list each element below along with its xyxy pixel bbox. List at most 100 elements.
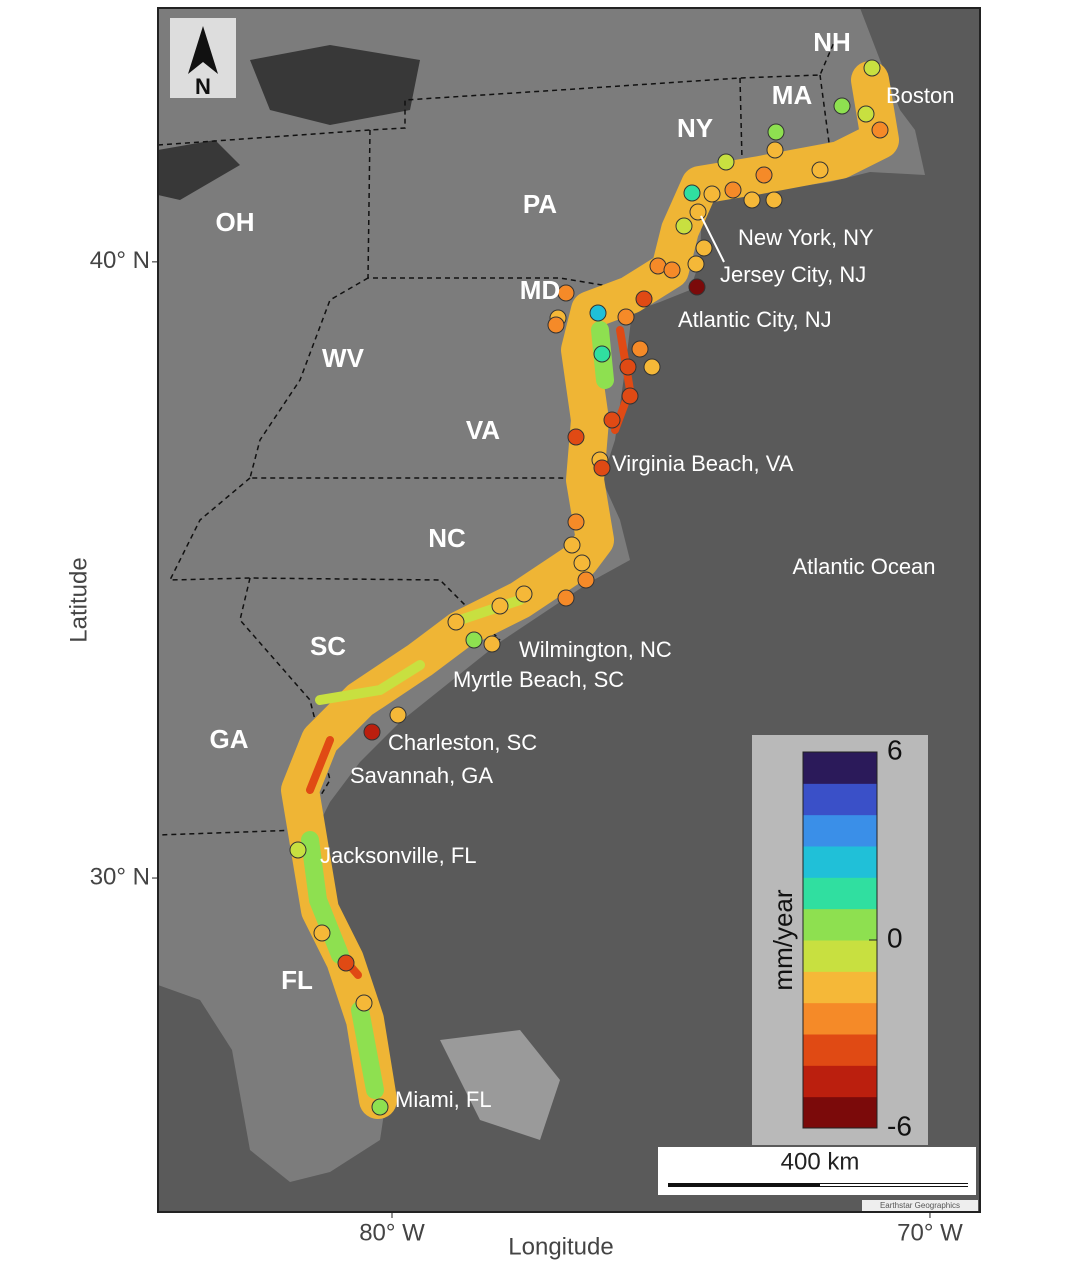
site-marker [767, 123, 785, 141]
site-marker [603, 411, 621, 429]
site-marker [593, 459, 611, 477]
site-marker [355, 994, 373, 1012]
site-marker [557, 589, 575, 607]
colorbar-tick-label: 6 [887, 734, 903, 765]
site-marker [743, 191, 761, 209]
north-arrow [170, 18, 236, 98]
site-marker [703, 185, 721, 203]
colorbar-label: mm/year [768, 889, 798, 990]
site-marker [515, 585, 533, 603]
site-marker [643, 358, 661, 376]
site-marker [289, 841, 307, 859]
site-marker [683, 184, 701, 202]
colorbar-tick-label: -6 [887, 1110, 912, 1141]
state-label: PA [523, 189, 557, 219]
site-marker [766, 141, 784, 159]
colorbar-band [803, 846, 877, 878]
site-marker [635, 290, 653, 308]
city-label: Atlantic City, NJ [678, 307, 832, 332]
state-label: SC [310, 631, 346, 661]
city-label: New York, NY [738, 225, 874, 250]
x-axis-label: Longitude [508, 1233, 613, 1260]
ocean-label: Atlantic Ocean [792, 554, 935, 579]
site-marker [589, 304, 607, 322]
site-marker [577, 571, 595, 589]
state-label: FL [281, 965, 313, 995]
site-marker [857, 105, 875, 123]
site-marker [689, 203, 707, 221]
site-marker [717, 153, 735, 171]
colorbar-band [803, 783, 877, 816]
site-marker [573, 554, 591, 572]
site-marker [765, 191, 783, 209]
site-marker [675, 217, 693, 235]
city-label: Boston [886, 83, 955, 108]
site-marker [871, 121, 889, 139]
colorbar-band [803, 971, 877, 1004]
site-marker [371, 1098, 389, 1116]
site-marker [337, 954, 355, 972]
basemap [158, 8, 980, 1212]
state-label: NC [428, 523, 466, 553]
colorbar-band [803, 1065, 877, 1098]
scale-bar [658, 1147, 976, 1195]
site-marker [621, 387, 639, 405]
city-label: Charleston, SC [388, 730, 537, 755]
state-label: NH [813, 27, 851, 57]
state-label: GA [210, 724, 249, 754]
site-marker [389, 706, 407, 724]
attribution-box [862, 1200, 978, 1211]
city-label: Virginia Beach, VA [612, 451, 794, 476]
colorbar-band [803, 908, 877, 941]
site-marker [619, 358, 637, 376]
site-marker [557, 284, 575, 302]
site-marker [649, 257, 667, 275]
state-label: VA [466, 415, 500, 445]
map-frame [157, 7, 981, 1213]
x-tick-label: 70° W [897, 1219, 963, 1246]
colorbar-band [803, 1002, 877, 1035]
site-marker [563, 536, 581, 554]
site-marker [567, 513, 585, 531]
colorbar-band [803, 877, 877, 910]
city-label: Jacksonville, FL [320, 843, 477, 868]
colorbar-band [803, 1034, 877, 1066]
site-marker [491, 597, 509, 615]
scale-bar-label: 400 km [781, 1148, 860, 1175]
site-marker [688, 278, 706, 296]
state-label: WV [322, 343, 365, 373]
site-marker [663, 261, 681, 279]
leader-line [700, 215, 725, 263]
site-marker [617, 308, 635, 326]
colorbar-band [803, 940, 877, 972]
colorbar-tick-label: 0 [887, 922, 903, 953]
site-marker [567, 428, 585, 446]
colorbar-band [803, 752, 877, 784]
state-label: MA [772, 80, 813, 110]
state-label: OH [216, 207, 255, 237]
attribution: Earthstar Geographics [880, 1201, 960, 1210]
lake [158, 140, 240, 200]
site-marker [755, 166, 773, 184]
site-marker [631, 340, 649, 358]
site-marker [593, 345, 611, 363]
site-marker [811, 161, 829, 179]
site-marker [724, 181, 742, 199]
y-tick-label: 30° N [90, 863, 150, 890]
site-marker [833, 97, 851, 115]
colorbar-band [803, 1096, 877, 1129]
site-marker [863, 59, 881, 77]
city-label: Wilmington, NC [519, 637, 672, 662]
x-tick-label: 80° W [359, 1219, 425, 1246]
city-label: Miami, FL [395, 1087, 492, 1112]
site-marker [687, 255, 705, 273]
site-marker [695, 239, 713, 257]
state-label: MD [520, 275, 560, 305]
city-label: Myrtle Beach, SC [453, 667, 624, 692]
colorbar-band [803, 814, 877, 847]
city-label: Jersey City, NJ [720, 262, 866, 287]
site-marker [313, 924, 331, 942]
lake [250, 45, 420, 125]
site-marker [363, 723, 381, 741]
